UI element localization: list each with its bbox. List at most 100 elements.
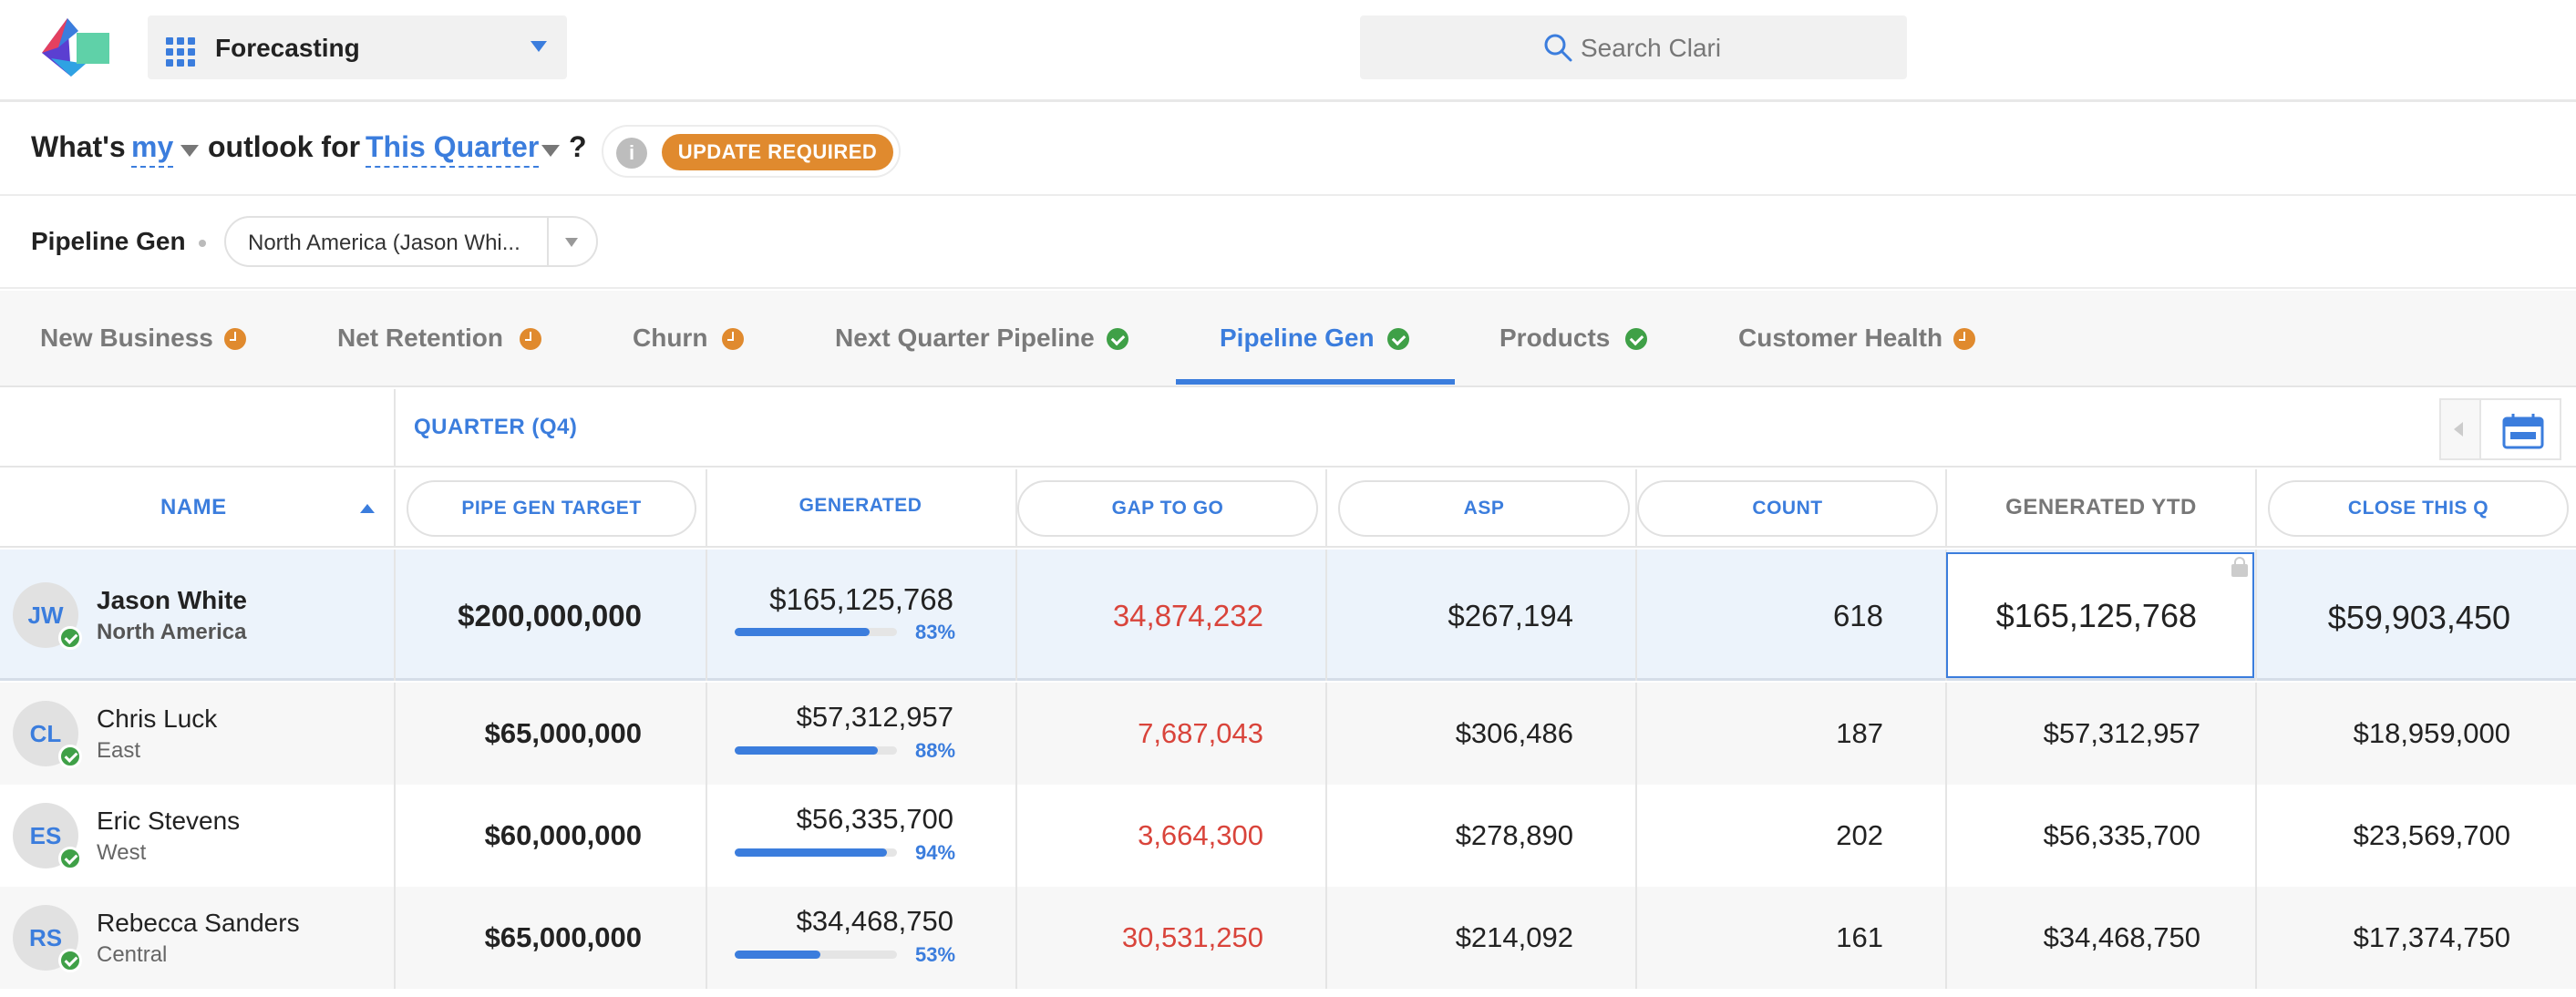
sort-ascending-icon[interactable] — [360, 504, 375, 513]
tab-products[interactable]: Products — [1499, 324, 1647, 353]
hierarchy-value: North America (Jason Whi... — [248, 231, 520, 255]
period-selector[interactable]: This Quarter — [366, 130, 540, 168]
dropdown-caret-icon[interactable] — [565, 238, 578, 247]
selected-cell[interactable] — [1946, 552, 2254, 678]
pending-clock-icon — [224, 328, 246, 350]
separator-dot — [199, 240, 206, 247]
count-value: 202 — [1836, 819, 1883, 851]
tab-label: Churn — [633, 324, 708, 352]
owner-caret-icon[interactable] — [180, 145, 199, 157]
close-this-q-value: $18,959,000 — [2353, 717, 2510, 749]
rep-name[interactable]: Eric Stevens — [97, 807, 241, 835]
header-pipe-gen-target[interactable]: PIPE GEN TARGET — [407, 480, 696, 537]
column-divider — [1635, 785, 1637, 887]
calendar-icon[interactable] — [2501, 413, 2545, 449]
column-divider — [394, 550, 396, 681]
count-column-header: COUNT — [1635, 469, 1945, 548]
table-row[interactable]: RS Rebecca Sanders Central $65,000,000 $34,… — [0, 887, 2576, 989]
column-divider — [1015, 683, 1017, 785]
avatar[interactable]: RS — [13, 905, 82, 972]
column-divider — [394, 389, 396, 468]
rep-region: North America — [97, 620, 247, 644]
column-divider — [394, 887, 396, 989]
column-divider — [2255, 550, 2257, 681]
generated-ytd-value[interactable]: $57,312,957 — [2043, 717, 2200, 749]
rep-name[interactable]: Chris Luck — [97, 704, 218, 733]
header-generated-ytd[interactable]: GENERATED YTD — [2005, 495, 2197, 519]
pipe-gen-target-value: $65,000,000 — [484, 717, 642, 749]
pending-clock-icon — [1953, 328, 1975, 350]
submitted-check-icon — [58, 626, 82, 650]
update-required-badge[interactable]: UPDATE REQUIRED — [662, 134, 893, 170]
pipe-gen-target-value: $200,000,000 — [458, 599, 642, 632]
asp-column-header: ASP — [1325, 469, 1635, 548]
tab-label: Products — [1499, 324, 1611, 352]
gap-to-go-value: 30,531,250 — [1121, 921, 1263, 953]
header-asp[interactable]: ASP — [1338, 480, 1630, 537]
clari-logo[interactable] — [31, 16, 113, 78]
avatar-initials: RS — [28, 924, 63, 951]
header-generated[interactable]: GENERATED — [799, 495, 922, 516]
update-status-pill[interactable]: i UPDATE REQUIRED — [602, 125, 901, 178]
generated-value[interactable]: $57,312,957 — [796, 701, 953, 733]
previous-period-button[interactable] — [2441, 400, 2481, 458]
avatar[interactable]: ES — [13, 803, 82, 870]
app-switcher-label: Forecasting — [215, 34, 360, 62]
info-icon[interactable]: i — [616, 138, 647, 169]
tab-customer-health[interactable]: Customer Health — [1738, 324, 1975, 353]
close-this-q-value: $17,374,750 — [2353, 921, 2510, 953]
asp-value: $306,486 — [1455, 717, 1573, 749]
tab-label: Net Retention — [337, 324, 503, 352]
asp-value: $214,092 — [1455, 921, 1573, 953]
table-row[interactable]: CL Chris Luck East $65,000,000 $57,312,957 … — [0, 683, 2576, 785]
avatar[interactable]: CL — [13, 701, 82, 768]
tab-net-retention[interactable]: Net Retention — [337, 324, 541, 353]
generated-ytd-value[interactable]: $56,335,700 — [2043, 819, 2200, 851]
attainment-progress-fill — [735, 951, 820, 959]
tab-label: Pipeline Gen — [1220, 324, 1375, 352]
generated-value[interactable]: $34,468,750 — [796, 905, 953, 937]
avatar[interactable]: JW — [13, 582, 82, 650]
ytd-column-header: GENERATED YTD — [1945, 469, 2255, 548]
tab-label: Customer Health — [1738, 324, 1943, 352]
column-divider — [2255, 683, 2257, 785]
attainment-percent: 83% — [915, 621, 956, 643]
hierarchy-dropdown[interactable]: North America (Jason Whi... — [224, 216, 598, 267]
search-input[interactable]: Search Clari — [1360, 15, 1907, 79]
header-count[interactable]: COUNT — [1637, 480, 1938, 537]
chevron-down-icon — [531, 41, 547, 52]
column-divider — [706, 550, 707, 681]
owner-selector[interactable]: my — [131, 130, 174, 168]
tab-pipeline-gen[interactable]: Pipeline Gen — [1220, 324, 1409, 353]
table-row[interactable]: ES Eric Stevens West $60,000,000 $56,335,70… — [0, 785, 2576, 887]
rep-name[interactable]: Jason White — [97, 586, 247, 614]
column-divider — [1325, 785, 1327, 887]
tab-churn[interactable]: Churn — [633, 324, 744, 353]
count-value: 187 — [1836, 717, 1883, 749]
column-divider — [1325, 683, 1327, 785]
header-close-this-q[interactable]: CLOSE THIS Q — [2268, 480, 2569, 537]
generated-ytd-value[interactable]: $34,468,750 — [2043, 921, 2200, 953]
generated-ytd-value[interactable]: $165,125,768 — [1995, 597, 2197, 634]
submitted-check-icon — [58, 847, 82, 870]
tab-label: Next Quarter Pipeline — [835, 324, 1095, 352]
generated-value[interactable]: $56,335,700 — [796, 803, 953, 835]
gap-to-go-value: 3,664,300 — [1138, 819, 1263, 851]
rep-region: West — [97, 840, 147, 865]
forecast-tabs: New Business Net Retention Churn Next Qu… — [0, 291, 2576, 387]
column-divider — [706, 785, 707, 887]
period-caret-icon[interactable] — [541, 145, 560, 157]
table-row[interactable]: JW Jason White North America $200,000,000 $… — [0, 550, 2576, 681]
generated-value[interactable]: $165,125,768 — [769, 582, 953, 616]
tab-new-business[interactable]: New Business — [40, 324, 246, 353]
name-column-header[interactable]: NAME — [0, 469, 394, 548]
header-gap-to-go[interactable]: GAP TO GO — [1017, 480, 1318, 537]
rep-name[interactable]: Rebecca Sanders — [97, 909, 300, 937]
attainment-progress-bar — [735, 628, 897, 636]
column-divider — [1635, 550, 1637, 681]
column-divider — [1325, 550, 1327, 681]
tab-next-quarter-pipeline[interactable]: Next Quarter Pipeline — [835, 324, 1128, 353]
gap-to-go-value: 7,687,043 — [1138, 717, 1263, 749]
count-value: 161 — [1836, 921, 1883, 953]
app-switcher[interactable]: Forecasting — [148, 15, 567, 79]
